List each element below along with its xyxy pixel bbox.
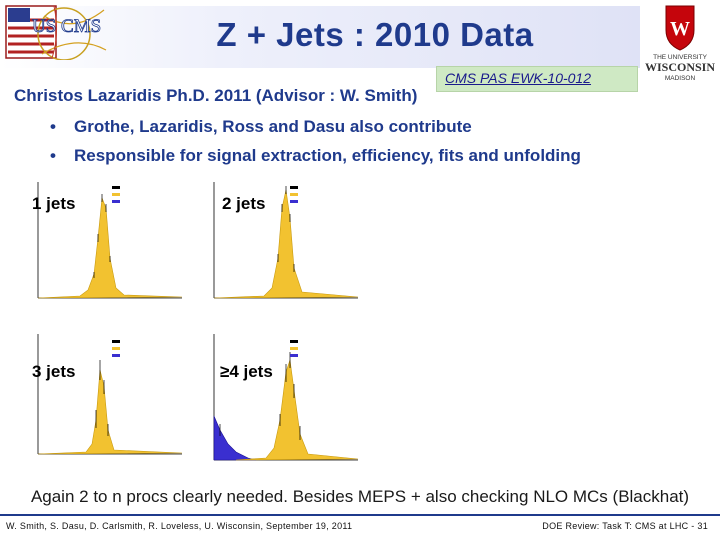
uw-madison-logo: W THE UNIVERSITY WISCONSIN MADISON (640, 2, 720, 88)
us-cms-logo-text: US CMS (32, 16, 101, 37)
uw-logo-main: WISCONSIN (645, 60, 715, 74)
slide-title: Z + Jets : 2010 Data (216, 16, 534, 53)
plot-label: 1 jets (32, 194, 76, 213)
plot-2-jets: 2 jets (196, 178, 368, 318)
bullet-text: Responsible for signal extraction, effic… (74, 146, 581, 165)
conclusion-text: Again 2 to n procs clearly needed. Besid… (30, 487, 690, 506)
plot-3-jets: 3 jets (20, 330, 192, 470)
plot-label: ≥4 jets (220, 362, 273, 381)
bullet-text: Grothe, Lazaridis, Ross and Dasu also co… (74, 117, 472, 136)
uw-logo-top: THE UNIVERSITY (653, 54, 707, 61)
plot-1-jets-graphic (20, 178, 192, 318)
bullet-item: • Grothe, Lazaridis, Ross and Dasu also c… (50, 117, 472, 137)
bullet-item: • Responsible for signal extraction, effi… (50, 146, 581, 166)
plot-label: 3 jets (32, 362, 76, 381)
plot-label: 2 jets (222, 194, 266, 213)
footer-page-info: DOE Review: Task T: CMS at LHC - 31 (542, 521, 708, 531)
plot-4-jets-graphic (196, 330, 368, 470)
plot-2-jets-graphic (196, 178, 368, 318)
plot-4-jets: ≥4 jets (196, 330, 368, 470)
plot-1-jets: 1 jets (20, 178, 192, 318)
reference-box[interactable]: CMS PAS EWK-10-012 (436, 66, 638, 92)
uw-logo-sub: MADISON (665, 75, 696, 82)
uw-crest-letter: W (670, 18, 690, 40)
author-line: Christos Lazaridis Ph.D. 2011 (Advisor :… (14, 86, 418, 105)
footer-authors: W. Smith, S. Dasu, D. Carlsmith, R. Love… (6, 521, 353, 531)
us-cms-logo: US CMS (4, 4, 110, 61)
title-band (0, 6, 640, 68)
bullet-dot-icon: • (50, 146, 56, 165)
plot-3-jets-graphic (20, 330, 192, 470)
footer-divider (0, 514, 720, 516)
pas-reference-link[interactable]: CMS PAS EWK-10-012 (445, 70, 592, 86)
bullet-dot-icon: • (50, 117, 56, 136)
